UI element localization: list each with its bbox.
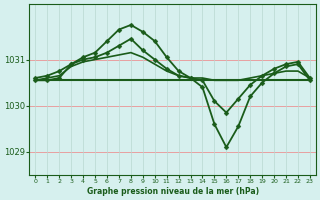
X-axis label: Graphe pression niveau de la mer (hPa): Graphe pression niveau de la mer (hPa) [87, 187, 259, 196]
